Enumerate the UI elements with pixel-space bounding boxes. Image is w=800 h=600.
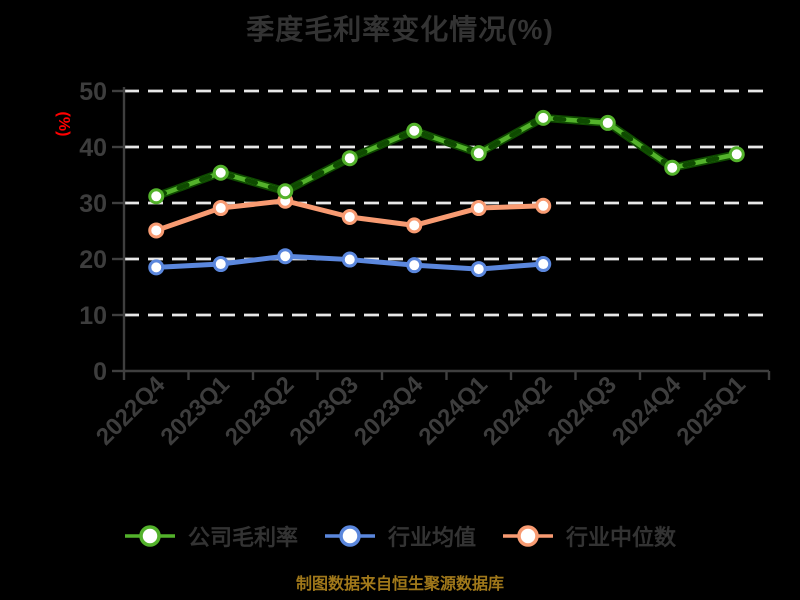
svg-text:50: 50 [79,78,107,106]
series-markers-1 [148,248,552,278]
data-source-note: 制图数据来自恒生聚源数据库 [295,576,504,593]
data-point [277,248,294,265]
legend-item-company-gross-margin: 公司毛利率 [124,520,298,552]
svg-text:30: 30 [79,190,107,218]
data-point [212,256,229,273]
y-axis-tick-labels: 0 10 20 30 40 50 [79,78,107,386]
data-point [470,261,487,278]
svg-text:2023Q2: 2023Q2 [220,371,299,450]
data-point [406,122,423,139]
svg-text:2025Q1: 2025Q1 [672,371,751,450]
data-point [341,209,358,225]
svg-text:2024Q1: 2024Q1 [414,371,493,450]
legend-item-industry-median: 行业中位数 [502,520,676,552]
data-point [148,259,165,276]
data-point [470,145,487,162]
svg-text:2024Q3: 2024Q3 [543,371,622,450]
legend-marker-blue-icon [324,525,375,547]
data-point [599,114,616,131]
legend-label-industry-average: 行业均值 [387,525,476,550]
data-point [148,188,165,205]
data-point [212,200,229,217]
data-point [341,150,358,167]
axes [112,87,771,380]
svg-text:2023Q4: 2023Q4 [349,371,429,451]
gridlines [124,89,769,317]
svg-text:10: 10 [79,302,107,330]
data-point [341,251,358,268]
series-line-0 [152,113,741,201]
data-point [664,159,681,176]
legend-label-company-gross-margin: 公司毛利率 [187,525,298,550]
series-markers-0 [148,109,745,205]
data-point [535,256,552,273]
svg-text:2023Q3: 2023Q3 [285,371,364,450]
legend-marker-orange-icon [503,525,553,547]
chart-title: 季度毛利率变化情况(%) [246,14,554,45]
data-point [728,146,745,163]
svg-text:20: 20 [79,246,107,274]
legend-item-industry-average: 行业均值 [324,520,476,552]
x-axis-tick-labels: 2022Q42023Q12023Q22023Q32023Q42024Q12024… [91,371,751,451]
data-point [212,164,229,181]
svg-text:2023Q1: 2023Q1 [156,371,235,450]
data-point [148,222,165,239]
data-point [406,217,423,234]
series-markers-2 [148,192,552,239]
svg-text:2024Q2: 2024Q2 [478,371,557,450]
data-point [535,109,552,126]
data-point [277,183,294,200]
svg-text:0: 0 [93,358,107,386]
legend-label-industry-median: 行业中位数 [566,525,677,550]
data-point [535,197,552,214]
data-point [406,257,423,274]
chart-legend: 公司毛利率 行业均值 行业中位数 [0,520,800,552]
svg-text:2024Q4: 2024Q4 [607,371,687,451]
legend-marker-green-icon [124,525,175,547]
data-point [470,200,487,217]
svg-text:40: 40 [79,134,107,162]
